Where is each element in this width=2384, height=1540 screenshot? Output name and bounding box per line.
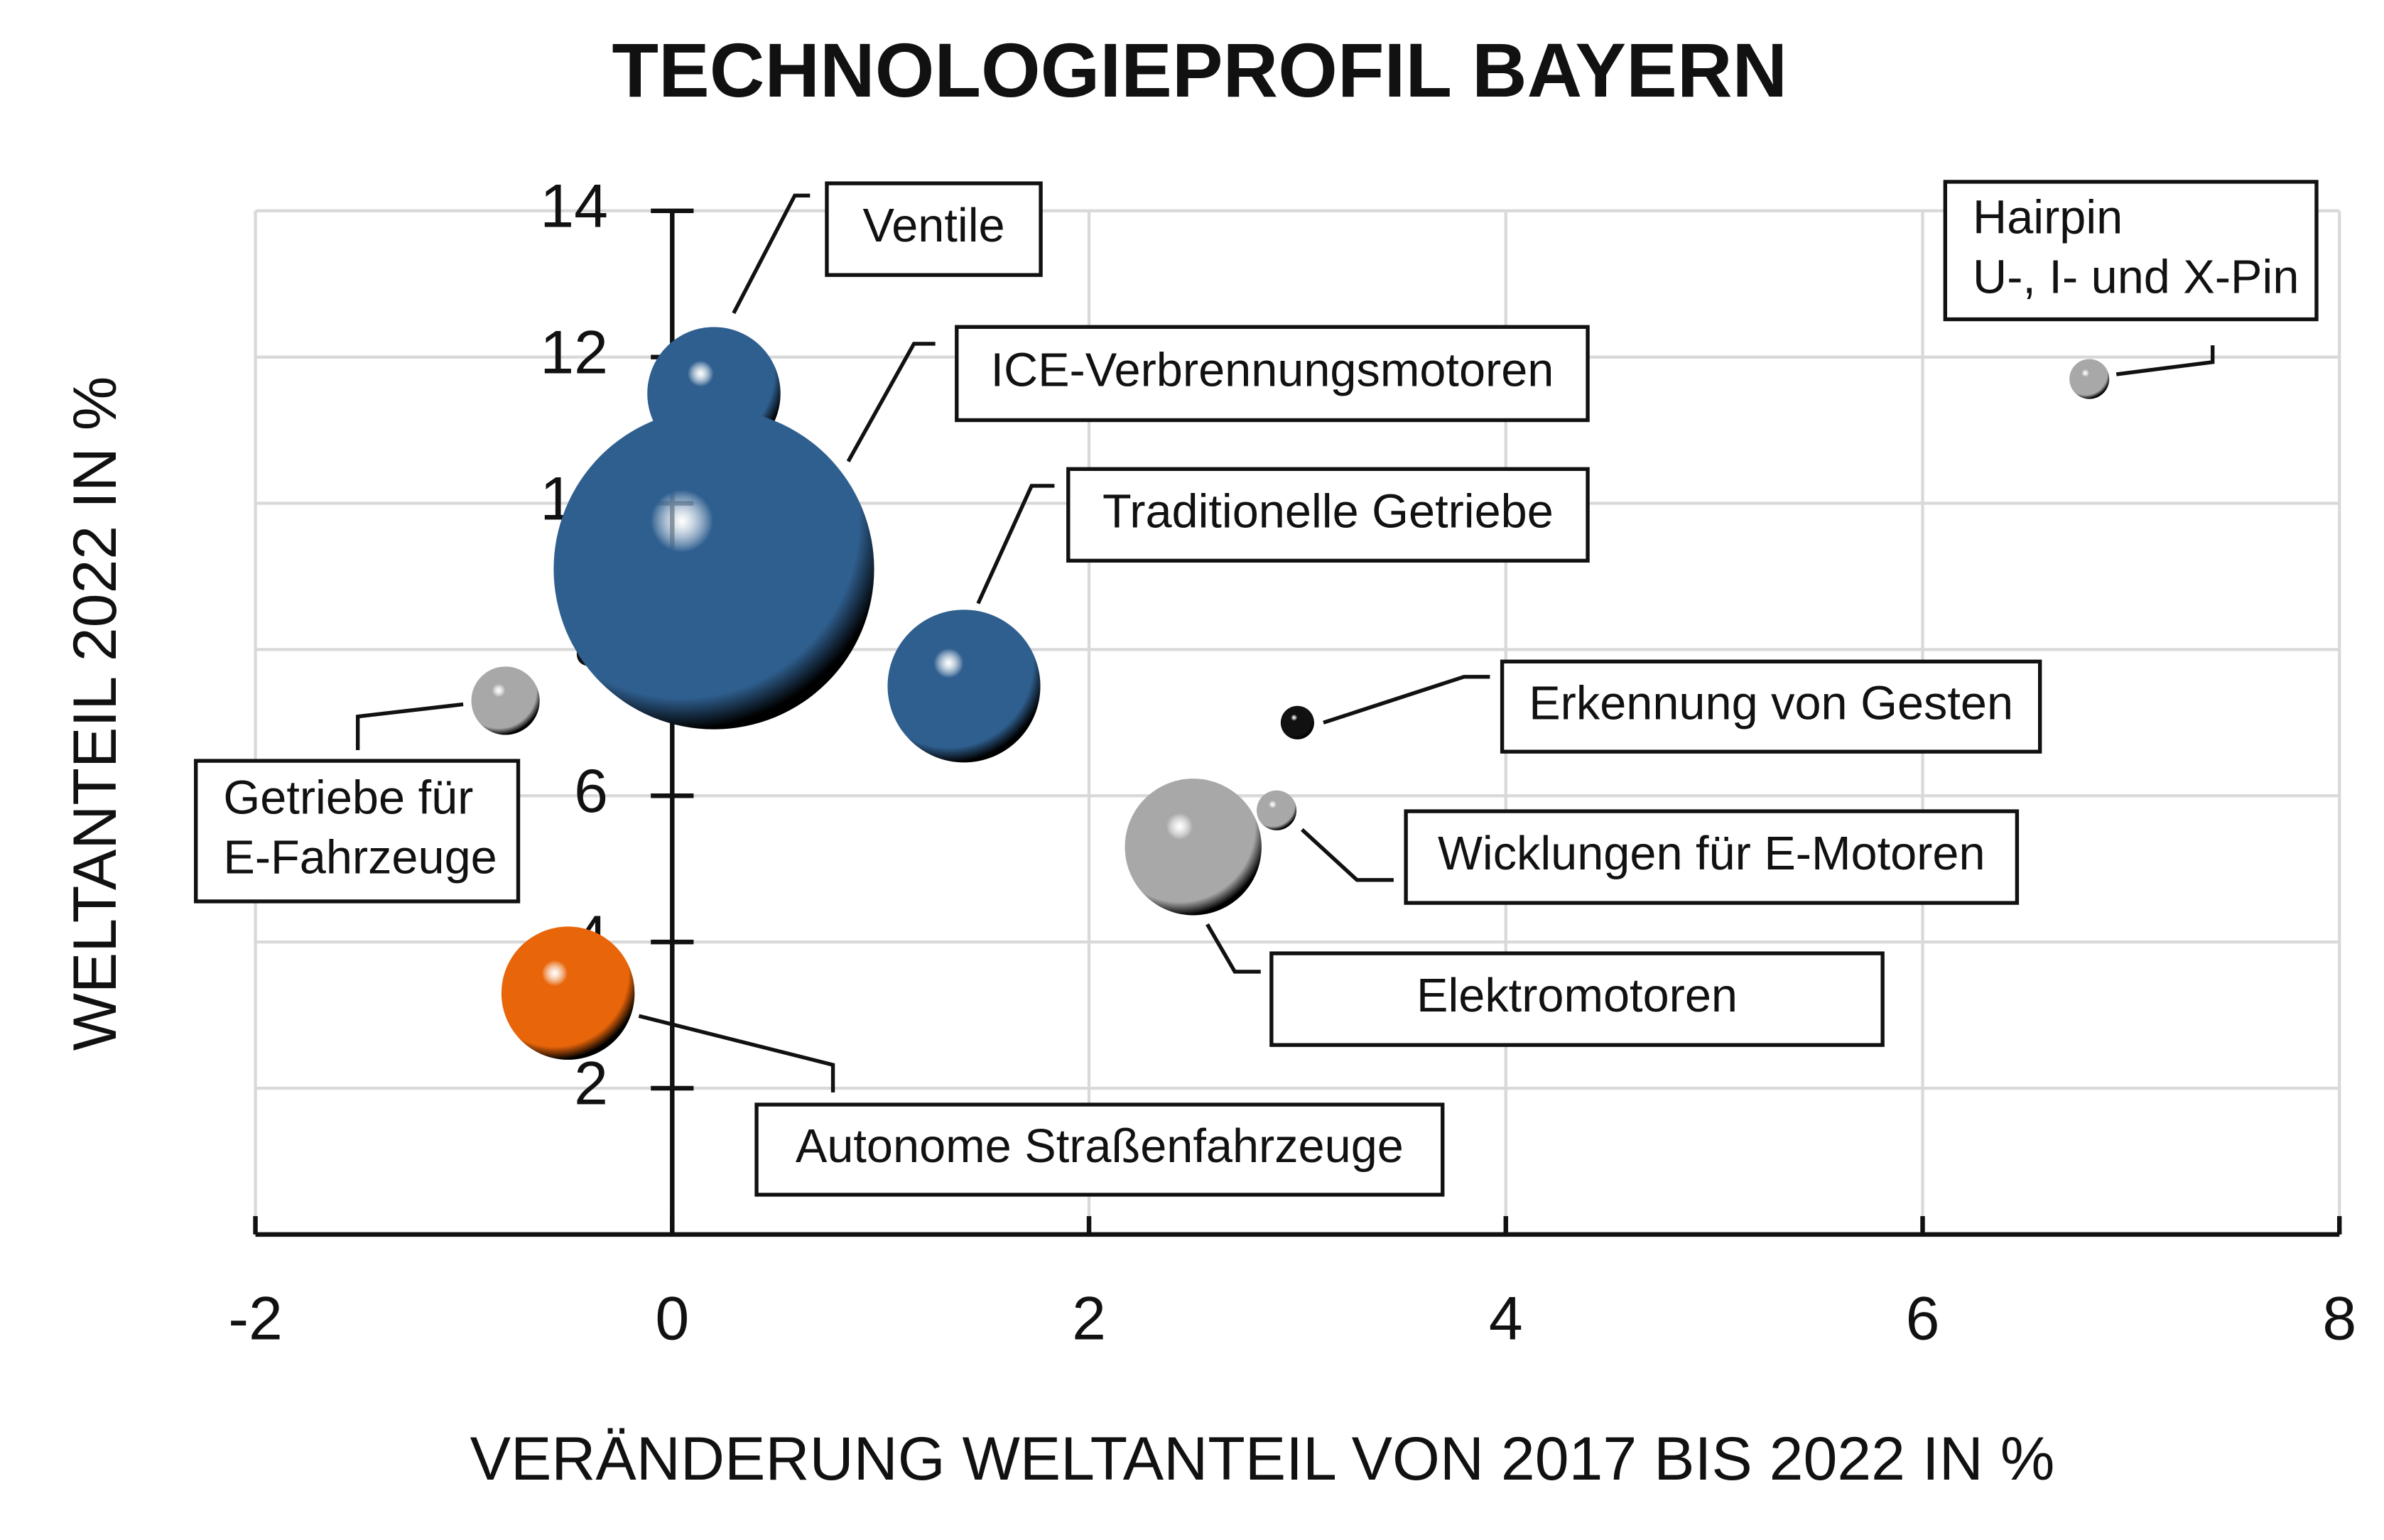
leader-line	[848, 344, 936, 462]
x-tick-label: 4	[1489, 1284, 1523, 1352]
chart-title: TECHNOLOGIEPROFIL BAYERN	[612, 28, 1787, 113]
bubble	[1125, 779, 1262, 915]
bubble-label: ICE-Verbrennungsmotoren	[990, 344, 1554, 396]
bubble	[553, 409, 874, 730]
y-axis-title: WELTANTEIL 2022 IN %	[61, 376, 129, 1051]
bubble	[1281, 706, 1314, 739]
bubble	[472, 666, 540, 734]
leader-line	[2116, 345, 2213, 374]
bubble-label: Ventile	[862, 200, 1004, 252]
y-tick-label: 6	[574, 757, 608, 825]
y-tick-label: 12	[540, 318, 608, 386]
chart: TECHNOLOGIEPROFIL BAYERN VERÄNDERUNG WEL…	[0, 0, 2384, 1540]
bubble	[2069, 359, 2109, 399]
x-tick-label: 0	[655, 1284, 689, 1352]
x-tick-label: 8	[2322, 1284, 2356, 1352]
leader-line	[639, 1016, 833, 1092]
y-tick-label: 14	[540, 173, 608, 241]
bubble-label: Hairpin	[1973, 191, 2123, 244]
leader-line	[358, 705, 463, 751]
bubble-label: Autonome Straßenfahrzeuge	[796, 1120, 1404, 1173]
bubble	[1257, 791, 1296, 830]
bubble-label: Getriebe für	[223, 772, 473, 825]
bubble	[887, 609, 1040, 762]
x-tick-label: -2	[228, 1284, 282, 1352]
leader-line	[1302, 830, 1394, 880]
x-tick-label: 6	[1906, 1284, 1940, 1352]
leader-line	[1208, 924, 1261, 972]
leader-line	[734, 195, 811, 313]
bubble-label: E-Fahrzeuge	[223, 832, 497, 884]
bubble-label: Elektromotoren	[1416, 970, 1738, 1022]
leader-line	[1323, 677, 1490, 723]
bubble-label: Traditionelle Getriebe	[1102, 485, 1554, 538]
bubble-label: Wicklungen für E-Motoren	[1438, 828, 1985, 880]
x-tick-label: 2	[1072, 1284, 1106, 1352]
bubble-label: U-, I- und X-Pin	[1973, 251, 2299, 303]
bubble	[502, 926, 635, 1060]
x-axis-title: VERÄNDERUNG WELTANTEIL VON 2017 BIS 2022…	[470, 1425, 2055, 1493]
bubble-label: Erkennung von Gesten	[1529, 677, 2013, 730]
y-tick-label: 2	[574, 1050, 608, 1118]
